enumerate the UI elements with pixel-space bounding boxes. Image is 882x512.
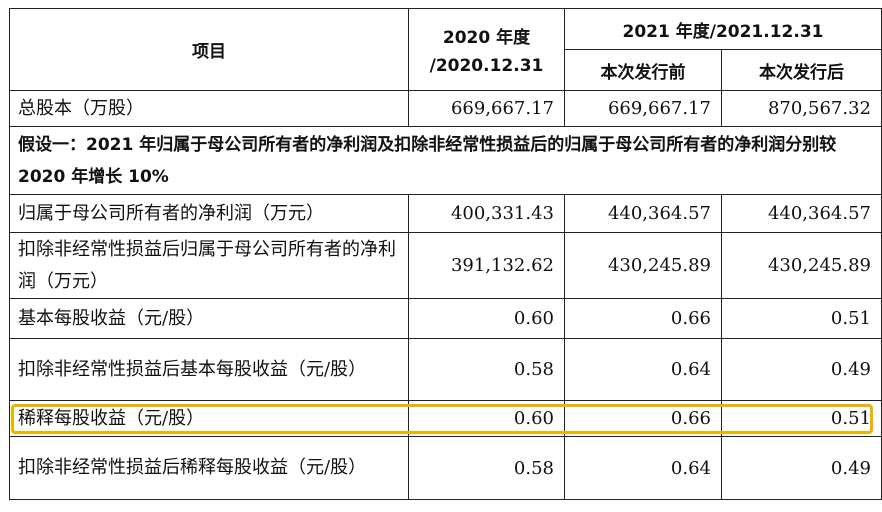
cell-2020: 400,331.43 <box>408 194 565 233</box>
cell-before: 430,245.89 <box>564 232 722 299</box>
table-row: 总股本（万股） 669,667.17 669,667.17 870,567.32 <box>9 90 882 127</box>
row-label: 归属于母公司所有者的净利润（万元） <box>9 194 409 233</box>
cell-after: 430,245.89 <box>721 232 882 299</box>
table-row: 归属于母公司所有者的净利润（万元） 400,331.43 440,364.57 … <box>9 194 882 233</box>
row-label: 扣除非经常性损益后稀释每股收益（元/股） <box>9 436 409 500</box>
cell-2020: 669,667.17 <box>408 90 565 127</box>
cell-2020: 391,132.62 <box>408 232 565 299</box>
assumption-row: 假设一：2021 年归属于母公司所有者的净利润及扣除非经常性损益后的归属于母公司… <box>9 126 882 195</box>
cell-before: 0.66 <box>564 400 722 437</box>
cell-before: 0.64 <box>564 338 722 401</box>
cell-after: 0.51 <box>721 298 882 339</box>
header-after: 本次发行后 <box>721 49 882 91</box>
row-label: 总股本（万股） <box>9 90 409 127</box>
cell-after: 0.51 <box>721 400 882 437</box>
row-label: 扣除非经常性损益后基本每股收益（元/股） <box>9 338 409 401</box>
header-2020-year: 2020 年度 <box>442 28 531 48</box>
cell-before: 0.66 <box>564 298 722 339</box>
table-row-highlighted: 稀释每股收益（元/股） 0.60 0.66 0.51 <box>9 400 882 437</box>
header-2021: 2021 年度/2021.12.31 <box>564 8 882 50</box>
financial-table: 项目 2020 年度 /2020.12.31 2021 年度/2021.12.3… <box>9 8 882 500</box>
table-row: 基本每股收益（元/股） 0.60 0.66 0.51 <box>9 298 882 339</box>
row-label: 稀释每股收益（元/股） <box>9 400 409 437</box>
cell-after: 0.49 <box>721 338 882 401</box>
cell-before: 440,364.57 <box>564 194 722 233</box>
row-label: 扣除非经常性损益后归属于母公司所有者的净利润（万元） <box>9 232 409 299</box>
cell-2020: 0.58 <box>408 338 565 401</box>
header-2020-date: /2020.12.31 <box>429 56 544 76</box>
header-2020: 2020 年度 /2020.12.31 <box>408 8 565 91</box>
table-row: 扣除非经常性损益后归属于母公司所有者的净利润（万元） 391,132.62 43… <box>9 232 882 299</box>
table-row: 扣除非经常性损益后基本每股收益（元/股） 0.58 0.64 0.49 <box>9 338 882 401</box>
cell-after: 440,364.57 <box>721 194 882 233</box>
header-item: 项目 <box>9 8 409 91</box>
cell-after: 870,567.32 <box>721 90 882 127</box>
cell-2020: 0.60 <box>408 400 565 437</box>
cell-after: 0.49 <box>721 436 882 500</box>
header-before: 本次发行前 <box>564 49 722 91</box>
cell-2020: 0.60 <box>408 298 565 339</box>
cell-2020: 0.58 <box>408 436 565 500</box>
cell-before: 669,667.17 <box>564 90 722 127</box>
row-label: 基本每股收益（元/股） <box>9 298 409 339</box>
table-row: 扣除非经常性损益后稀释每股收益（元/股） 0.58 0.64 0.49 <box>9 436 882 500</box>
cell-before: 0.64 <box>564 436 722 500</box>
